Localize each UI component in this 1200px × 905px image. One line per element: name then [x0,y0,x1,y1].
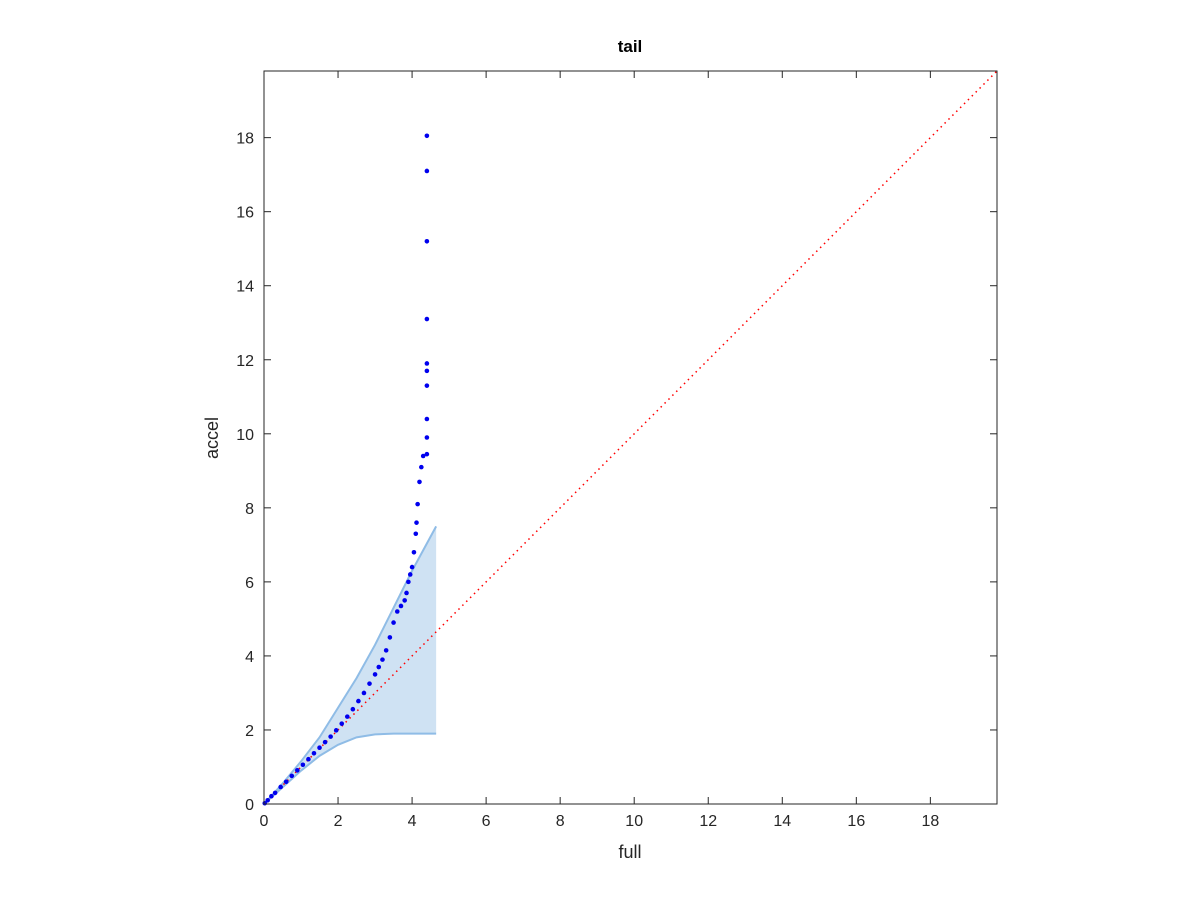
point [411,549,417,555]
point [387,635,393,640]
y-tick-label: 4 [245,649,254,666]
point [380,657,385,662]
point [398,603,404,609]
x-tick-label: 12 [699,813,717,830]
plot-area [262,70,998,806]
point [269,793,274,799]
point [424,451,430,457]
y-tick-label: 16 [236,205,254,222]
point [278,784,283,790]
point [413,531,419,537]
point [289,773,295,779]
point [414,520,419,525]
point [424,316,430,322]
point [424,416,430,422]
y-tick-label: 14 [236,279,254,296]
x-tick-label: 10 [625,813,643,830]
point [424,168,430,174]
point [406,579,411,585]
y-tick-label: 2 [245,723,254,740]
point [356,698,361,704]
point [344,714,350,719]
y-tick-label: 12 [236,353,254,370]
point [376,664,382,670]
y-tick-label: 18 [236,131,254,148]
x-tick-label: 16 [847,813,865,830]
point [402,598,407,603]
chart-title: tail [618,37,643,56]
point [424,238,430,244]
point [415,501,420,507]
y-tick-label: 8 [245,501,254,518]
point [420,453,426,459]
point [372,672,378,677]
point [391,620,396,625]
x-tick-label: 18 [921,813,939,830]
point [317,745,322,751]
point [383,648,389,653]
point [283,779,289,785]
point [306,756,311,762]
point [409,564,415,570]
point [295,768,300,773]
point [404,590,409,596]
point [424,133,430,139]
point [407,572,413,577]
y-tick-label: 6 [245,575,254,592]
point [424,435,430,440]
point [417,479,422,485]
band-upper-edge [263,525,438,805]
point [322,739,328,745]
point [300,762,306,768]
point [328,734,333,739]
x-tick-label: 0 [260,813,269,830]
point [350,706,356,712]
reference-line [263,70,998,805]
point [265,797,271,803]
point [311,750,317,756]
x-tick-label: 6 [482,813,491,830]
point [333,728,339,733]
point [424,383,430,388]
x-tick-label: 8 [556,813,565,830]
y-axis-label: accel [202,417,222,459]
point [394,609,400,614]
point [339,721,345,726]
point [424,368,430,374]
point [361,690,367,696]
band-lower-edge [263,732,437,805]
axes-box [263,70,998,805]
x-axis-label: full [618,842,641,862]
y-tick-label: 10 [236,427,254,444]
band-fill [264,526,437,804]
x-tick-label: 4 [408,813,417,830]
point [272,790,278,796]
point [419,464,424,470]
x-tick-label: 14 [773,813,791,830]
y-tick-label: 0 [245,797,254,814]
x-tick-label: 2 [334,813,343,830]
point [424,361,430,366]
point [367,681,372,686]
